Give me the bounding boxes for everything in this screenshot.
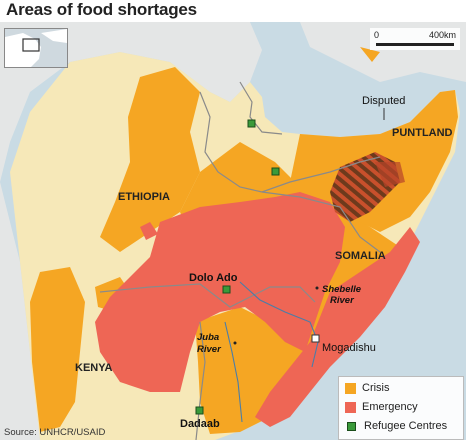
borders [99, 81, 381, 440]
legend-swatch-emergency [345, 401, 356, 413]
label-dadaab: Dadaab [180, 418, 220, 430]
map-canvas: Disputed PUNTLAND ETHIOPIA SOMALIA KENYA… [0, 22, 466, 440]
refugee-centres [195, 119, 280, 415]
legend-item-crisis: Crisis [345, 381, 390, 395]
label-disputed: Disputed [362, 95, 405, 107]
food-shortage-map: Disputed PUNTLAND ETHIOPIA SOMALIA KENYA… [0, 22, 466, 440]
legend-label-refugee: Refugee Centres [364, 420, 448, 432]
label-mogadishu: Mogadishu [322, 342, 376, 354]
inset-highlight-box [22, 38, 40, 52]
refugee-centre-marker [247, 119, 256, 128]
map-legend: Crisis Emergency Refugee Centres [338, 376, 464, 440]
puntland-dark-area [375, 162, 405, 187]
emergency-regions [95, 192, 420, 427]
rivers [224, 281, 319, 423]
legend-item-refugee-centres: Refugee Centres [345, 419, 447, 433]
southwest-land [0, 182, 40, 440]
label-juba-river: River [197, 344, 222, 355]
legend-label-emergency: Emergency [362, 401, 418, 413]
shebelle-pointer [315, 286, 319, 290]
label-puntland: PUNTLAND [392, 127, 453, 139]
label-kenya: KENYA [75, 362, 113, 374]
scale-start: 0 [374, 30, 380, 40]
mogadishu-marker [311, 334, 320, 343]
refugee-centre-marker [195, 406, 204, 415]
legend-swatch-crisis [345, 382, 356, 394]
label-ethiopia: ETHIOPIA [118, 191, 170, 203]
label-shebelle-river: River [330, 295, 355, 306]
label-dolo-ado: Dolo Ado [189, 272, 238, 284]
inset-locator-map [4, 28, 68, 68]
label-shebelle: Shebelle [322, 284, 362, 295]
source-credit: Source: UNHCR/USAID [4, 427, 106, 438]
refugee-centre-marker [271, 167, 280, 176]
label-somalia: SOMALIA [335, 250, 386, 262]
label-juba: Juba [197, 332, 219, 343]
refugee-centre-marker [222, 285, 231, 294]
scale-bar: 0 400km [370, 28, 460, 50]
scale-end: 400km [428, 30, 456, 40]
juba-pointer [233, 341, 237, 345]
legend-item-emergency: Emergency [345, 400, 418, 414]
legend-label-crisis: Crisis [362, 382, 390, 394]
legend-swatch-refugee [347, 421, 356, 431]
map-title: Areas of food shortages [6, 0, 197, 19]
scale-line [376, 43, 454, 46]
inset-svg [5, 29, 67, 67]
